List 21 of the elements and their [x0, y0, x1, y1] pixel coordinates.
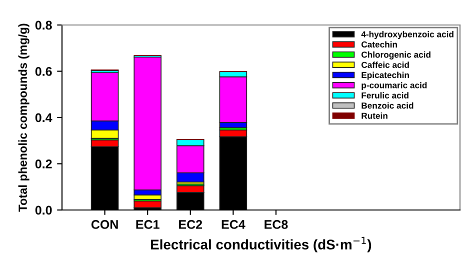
x-tick-label: EC8	[264, 220, 288, 229]
legend-label: 4-hydroxybenzoic acid	[361, 31, 454, 40]
y-tick-label: 0.0	[35, 206, 52, 215]
legend-label: Rutein	[362, 112, 388, 119]
y-tick-label: 0.4	[35, 113, 52, 122]
x-tick-label: EC1	[136, 220, 160, 229]
y-tick-label: 0.2	[35, 160, 52, 168]
legend-label: Catechin	[362, 41, 397, 48]
y-tick-label: 0.6	[35, 67, 52, 76]
legend-label: Caffeic acid	[362, 62, 409, 68]
x-tick-label: EC2	[179, 220, 202, 229]
legend-label: Chlorogenic acid	[362, 51, 430, 60]
x-tick-label: CON	[91, 220, 118, 229]
x-tick-label: EC4	[222, 220, 246, 229]
x-axis-title: Electrical conductivities (dS·m$^{−1}$)	[151, 236, 372, 252]
y-tick-label: 0.8	[35, 20, 52, 30]
y-axis-title: Total phenolic compounds (mg/g)	[18, 24, 30, 212]
legend-label: Ferulic acid	[362, 92, 408, 98]
legend-label: Benzoic acid	[362, 102, 414, 109]
legend-label: p-coumaric acid	[362, 82, 427, 90]
legend-label: Epicatechin	[362, 72, 409, 80]
